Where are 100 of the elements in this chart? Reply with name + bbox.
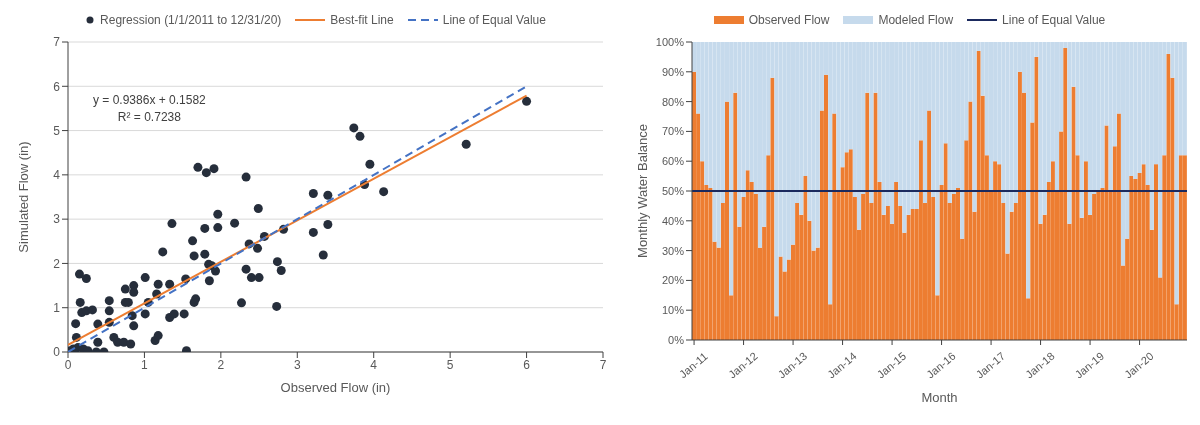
y-tick-label: 20% bbox=[661, 274, 685, 287]
y-tick-label: 100% bbox=[655, 35, 685, 48]
x-tick-label: 4 bbox=[370, 357, 378, 372]
bar bbox=[914, 42, 919, 209]
bar bbox=[1149, 42, 1154, 230]
bar bbox=[1174, 42, 1179, 305]
bar bbox=[1182, 42, 1187, 156]
bar bbox=[1067, 42, 1072, 224]
bar bbox=[1063, 47, 1068, 340]
bar bbox=[1017, 71, 1022, 340]
bar bbox=[894, 182, 899, 340]
bar bbox=[1050, 161, 1055, 340]
x-tick-label: 3 bbox=[293, 357, 301, 372]
bar bbox=[815, 42, 820, 248]
bar bbox=[1079, 42, 1084, 218]
bar bbox=[1166, 53, 1171, 340]
bar bbox=[778, 256, 783, 340]
bar bbox=[795, 202, 800, 340]
x-tick-label: 1 bbox=[141, 357, 149, 372]
y-tick-label: 1 bbox=[53, 300, 61, 315]
bar bbox=[935, 42, 940, 296]
bar bbox=[1055, 42, 1059, 191]
x-axis-title: Observed Flow (in) bbox=[280, 380, 391, 395]
annotation: y = 0.9386x + 0.1582 bbox=[93, 92, 206, 109]
bar bbox=[725, 101, 729, 340]
x-tick-label: 7 bbox=[599, 357, 607, 372]
y-tick-label: 0% bbox=[668, 333, 685, 346]
bar bbox=[828, 42, 833, 305]
y-axis-title: Simulated Flow (in) bbox=[15, 141, 31, 253]
bar bbox=[993, 161, 998, 340]
bar bbox=[733, 92, 738, 340]
annotation: R² = 0.7238 bbox=[116, 109, 182, 126]
y-tick-label: 3 bbox=[53, 212, 61, 227]
bar bbox=[729, 42, 734, 296]
bar bbox=[956, 188, 960, 340]
y-tick-label: 80% bbox=[661, 95, 685, 108]
bar bbox=[745, 170, 750, 340]
bar bbox=[716, 42, 721, 248]
bar bbox=[708, 188, 713, 340]
bar bbox=[1104, 125, 1109, 340]
bar bbox=[1100, 42, 1105, 189]
bar bbox=[865, 92, 870, 340]
bar bbox=[1133, 42, 1138, 180]
bar bbox=[947, 42, 952, 203]
bar bbox=[1026, 42, 1031, 299]
bar bbox=[1096, 42, 1101, 191]
bar bbox=[873, 92, 878, 340]
y-tick-label: 10% bbox=[661, 304, 685, 317]
bar bbox=[803, 176, 808, 340]
y-tick-label: 40% bbox=[661, 214, 685, 227]
bar bbox=[910, 208, 915, 340]
x-tick-label: 6 bbox=[523, 357, 531, 372]
bar bbox=[844, 152, 849, 340]
y-tick-label: 60% bbox=[661, 155, 685, 168]
y-axis-title: Monthly Water Balance bbox=[634, 124, 650, 258]
legend-label: Observed Flow bbox=[748, 13, 830, 27]
bar bbox=[758, 42, 762, 248]
bar bbox=[1083, 161, 1088, 340]
bar bbox=[1158, 42, 1163, 278]
bar bbox=[960, 42, 965, 239]
bar bbox=[923, 42, 927, 203]
bar bbox=[774, 42, 779, 317]
bar bbox=[902, 42, 907, 233]
bar bbox=[976, 50, 981, 340]
bar bbox=[704, 42, 709, 186]
bar bbox=[1121, 42, 1125, 266]
y-tick-label: 5 bbox=[53, 123, 61, 138]
bar bbox=[972, 42, 977, 212]
bar bbox=[927, 110, 932, 340]
bar bbox=[968, 101, 973, 340]
bar bbox=[1038, 42, 1043, 224]
bar bbox=[997, 164, 1002, 340]
bar bbox=[836, 42, 841, 191]
legend-label: Best-fit Line bbox=[330, 13, 394, 27]
legend-label: Line of Equal Value bbox=[442, 13, 546, 27]
x-axis-title: Month bbox=[921, 390, 958, 405]
y-tick-label: 50% bbox=[661, 184, 685, 197]
bar bbox=[1116, 113, 1121, 340]
bar bbox=[885, 205, 890, 340]
bar bbox=[770, 77, 775, 340]
bar bbox=[799, 42, 804, 215]
y-tick-label: 30% bbox=[661, 244, 685, 257]
bar bbox=[848, 149, 853, 340]
bar bbox=[824, 74, 828, 340]
bar bbox=[1141, 164, 1146, 340]
legend-label: Line of Equal Value bbox=[1002, 13, 1106, 27]
bar bbox=[869, 42, 874, 203]
bar bbox=[1096, 191, 1101, 340]
bar bbox=[1092, 193, 1097, 340]
bar bbox=[943, 143, 948, 340]
bar bbox=[1129, 176, 1134, 340]
y-tick-label: 90% bbox=[661, 65, 685, 78]
y-tick-label: 70% bbox=[661, 125, 685, 138]
bar bbox=[881, 42, 886, 215]
bar bbox=[832, 113, 837, 340]
bar bbox=[1182, 155, 1187, 340]
bar bbox=[1108, 42, 1113, 191]
x-tick-label: 5 bbox=[446, 357, 454, 372]
y-tick-label: 4 bbox=[53, 168, 61, 183]
x-tick-label: 2 bbox=[217, 357, 225, 372]
